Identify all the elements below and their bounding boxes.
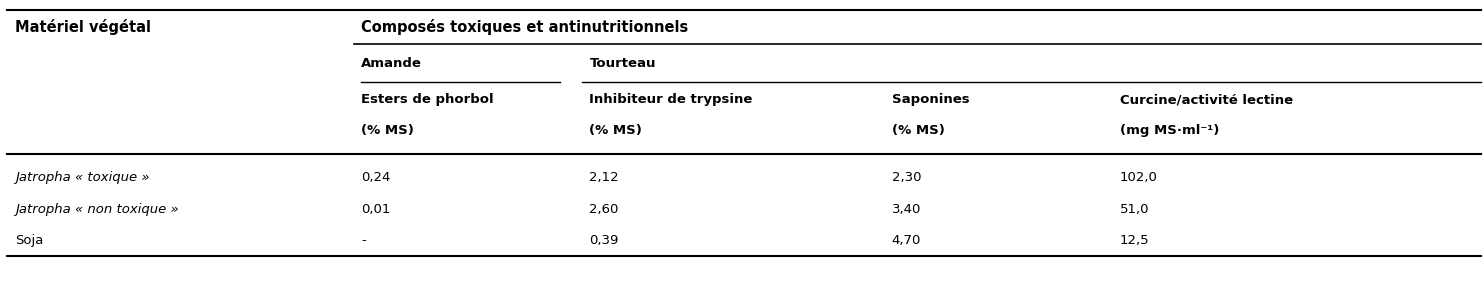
Text: (% MS): (% MS) [589,124,643,137]
Text: Amande: Amande [361,57,421,70]
Text: Esters de phorbol: Esters de phorbol [361,93,494,106]
Text: Tourteau: Tourteau [589,57,656,70]
Text: (% MS): (% MS) [361,124,414,137]
Text: 102,0: 102,0 [1120,171,1158,184]
Text: 0,24: 0,24 [361,171,390,184]
Text: Soja: Soja [15,234,43,247]
Text: 2,12: 2,12 [589,171,619,184]
Text: (% MS): (% MS) [892,124,944,137]
Text: 4,70: 4,70 [892,234,922,247]
Text: 3,40: 3,40 [892,203,922,216]
Text: Jatropha « toxique »: Jatropha « toxique » [15,171,150,184]
Text: Saponines: Saponines [892,93,969,106]
Text: 51,0: 51,0 [1120,203,1150,216]
Text: (mg MS·ml⁻¹): (mg MS·ml⁻¹) [1120,124,1220,137]
Text: 2,30: 2,30 [892,171,922,184]
Text: Curcine/activité lectine: Curcine/activité lectine [1120,93,1293,106]
Text: Inhibiteur de trypsine: Inhibiteur de trypsine [589,93,752,106]
Text: 2,60: 2,60 [589,203,619,216]
Text: 0,39: 0,39 [589,234,619,247]
Text: Matériel végétal: Matériel végétal [15,19,151,35]
Text: Composés toxiques et antinutritionnels: Composés toxiques et antinutritionnels [361,19,689,35]
Text: -: - [361,234,367,247]
Text: 12,5: 12,5 [1120,234,1150,247]
Text: 0,01: 0,01 [361,203,390,216]
Text: Jatropha « non toxique »: Jatropha « non toxique » [15,203,178,216]
